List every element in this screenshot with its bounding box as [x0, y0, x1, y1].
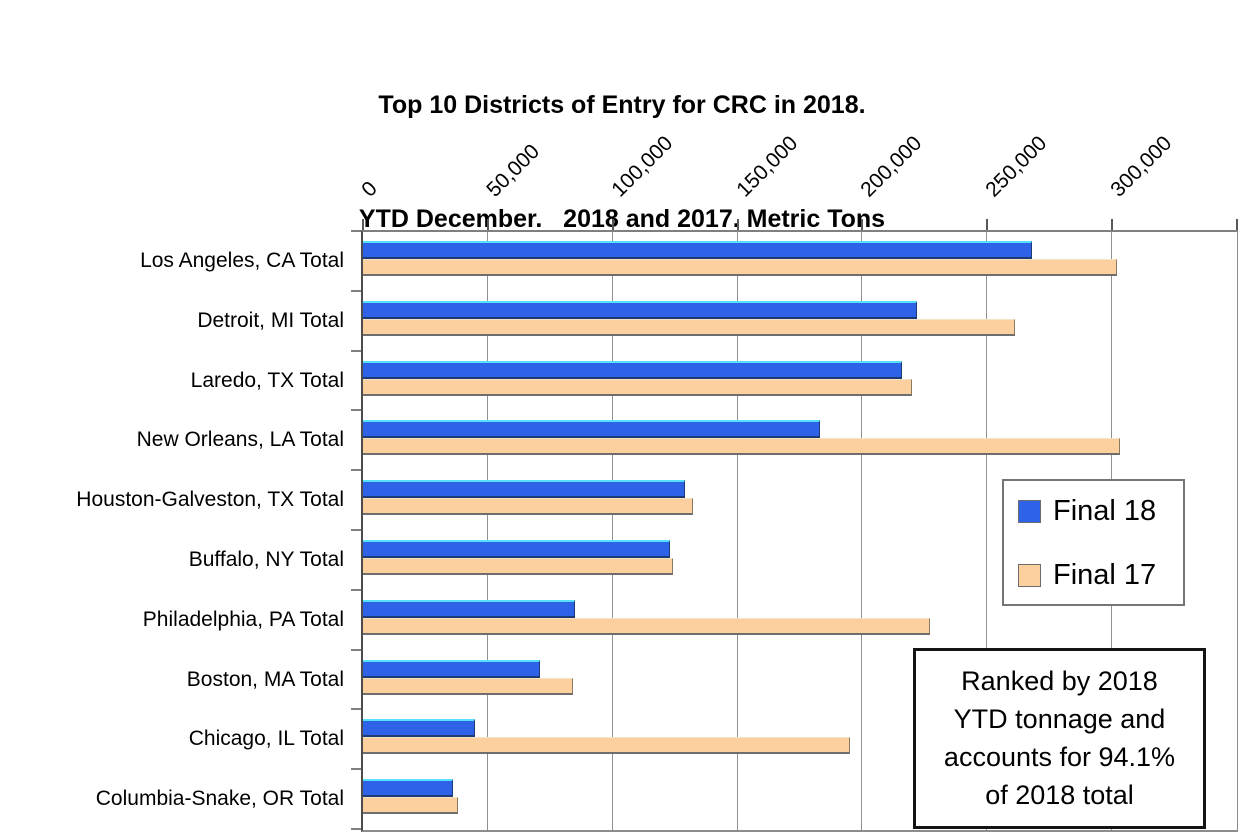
- bar-final-18: [363, 659, 541, 678]
- bar-final-18: [363, 420, 820, 439]
- bar-final-17: [363, 438, 1120, 456]
- chart-title-line2: YTD December. 2018 and 2017. Metric Tons: [358, 205, 886, 233]
- category-label: Houston-Galveston, TX Total: [76, 488, 344, 512]
- annotation-line-4: of 2018 total: [985, 780, 1134, 810]
- category-label: Buffalo, NY Total: [188, 548, 344, 571]
- y-tick-mark: [351, 828, 361, 830]
- y-tick-mark: [351, 588, 361, 591]
- category-label: Columbia-Snake, OR Total: [95, 787, 344, 811]
- bar-final-17: [363, 617, 930, 635]
- x-tick-mark: [362, 219, 364, 230]
- bar-final-18: [363, 779, 453, 798]
- bar-final-17: [363, 259, 1118, 276]
- y-tick-mark: [351, 349, 361, 352]
- y-tick-mark: [351, 648, 361, 651]
- chart-title: Top 10 Districts of Entry for CRC in 201…: [0, 10, 1244, 314]
- category-label: Philadelphia, PA Total: [142, 607, 344, 631]
- bar-final-18: [363, 540, 671, 558]
- bar-final-17: [363, 797, 458, 815]
- x-tick-mark: [861, 219, 864, 230]
- gridline: [736, 232, 738, 830]
- y-tick-mark: [351, 230, 361, 232]
- x-tick-mark: [486, 219, 489, 230]
- gridline: [986, 232, 988, 830]
- x-tick-mark: [1111, 219, 1114, 230]
- legend-item-final-17: Final 17: [1018, 560, 1156, 591]
- bar-final-18: [363, 241, 1033, 259]
- legend-label-final-17: Final 17: [1053, 559, 1157, 591]
- y-tick-mark: [351, 289, 361, 292]
- bar-final-18: [363, 599, 576, 618]
- legend-swatch-final-18: [1018, 500, 1041, 523]
- bar-final-17: [363, 677, 573, 695]
- category-label: Detroit, MI Total: [197, 308, 344, 332]
- y-tick-mark: [351, 529, 361, 531]
- bar-final-18: [363, 480, 686, 499]
- category-label: New Orleans, LA Total: [136, 428, 344, 452]
- bar-final-17: [363, 498, 693, 516]
- bar-final-17: [363, 558, 673, 575]
- annotation-line-3: accounts for 94.1%: [943, 742, 1176, 772]
- category-label: Chicago, IL Total: [188, 727, 344, 751]
- y-tick-mark: [351, 708, 361, 711]
- annotation-line-2: YTD tonnage and: [953, 704, 1166, 734]
- bar-final-18: [363, 719, 476, 738]
- x-tick-mark: [736, 219, 739, 230]
- bar-final-17: [363, 318, 1015, 336]
- legend: Final 18 Final 17: [1002, 479, 1185, 606]
- bar-final-18: [363, 300, 918, 319]
- y-tick-mark: [351, 409, 361, 412]
- legend-item-final-18: Final 18: [1018, 496, 1156, 527]
- annotation-box: Ranked by 2018 YTD tonnage and accounts …: [913, 648, 1206, 829]
- category-label: Laredo, TX Total: [190, 368, 344, 392]
- category-label: Los Angeles, CA Total: [140, 249, 344, 272]
- x-tick-mark: [986, 219, 989, 230]
- y-tick-mark: [351, 768, 361, 771]
- bar-final-17: [363, 378, 913, 396]
- legend-swatch-final-17: [1018, 564, 1041, 587]
- annotation-line-1: Ranked by 2018: [961, 666, 1158, 696]
- category-label: Boston, MA Total: [186, 667, 344, 691]
- gridline: [861, 232, 863, 830]
- legend-label-final-18: Final 18: [1053, 495, 1157, 527]
- x-tick-mark: [1236, 219, 1238, 230]
- gridline: [611, 232, 613, 830]
- x-tick-mark: [611, 219, 614, 230]
- chart-title-line1: Top 10 Districts of Entry for CRC in 201…: [378, 91, 866, 119]
- bar-final-17: [363, 737, 850, 755]
- gridline: [486, 232, 488, 830]
- y-tick-mark: [351, 469, 361, 472]
- bar-final-18: [363, 360, 903, 379]
